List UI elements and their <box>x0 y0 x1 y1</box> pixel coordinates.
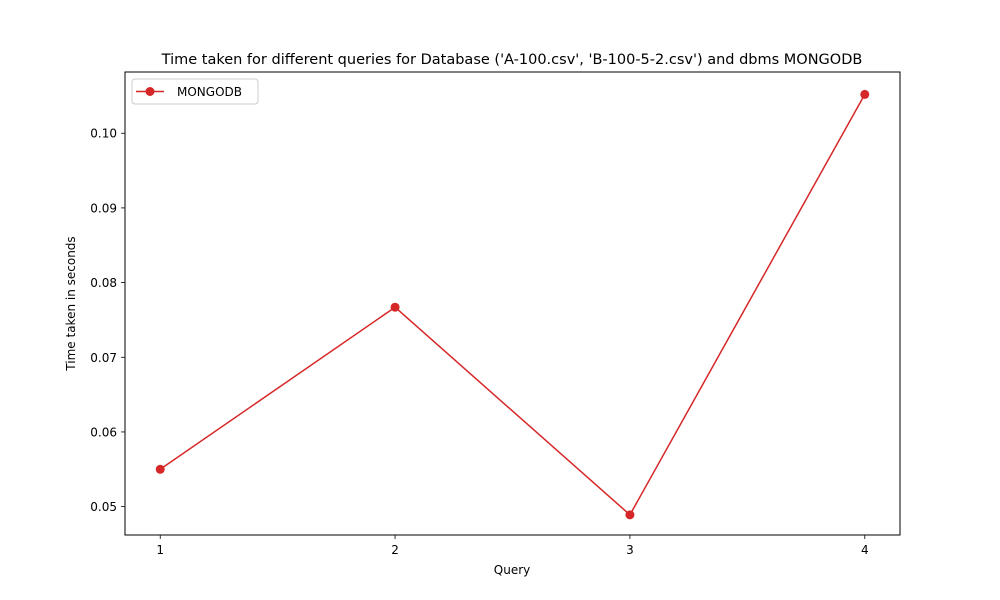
legend: MONGODB <box>131 78 259 105</box>
legend-box <box>131 78 259 105</box>
legend-label: MONGODB <box>177 85 242 99</box>
data-point <box>860 89 870 99</box>
plot-frame <box>124 71 901 536</box>
y-tick-label: 0.08 <box>90 276 117 290</box>
y-tick-label: 0.07 <box>90 351 117 365</box>
x-tick-label: 4 <box>861 543 869 557</box>
chart-title: Time taken for different queries for Dat… <box>161 52 863 68</box>
data-point <box>390 302 400 312</box>
series-lines <box>159 94 866 516</box>
data-point <box>155 464 165 474</box>
y-axis-label: Time taken in seconds <box>64 236 78 371</box>
series-line <box>159 94 866 516</box>
x-tick-label: 2 <box>391 543 399 557</box>
y-tick-label: 0.06 <box>90 425 117 439</box>
x-tick-label: 1 <box>156 543 164 557</box>
x-axis-ticks: 1 2 3 4 <box>156 535 869 557</box>
y-axis-ticks: 0.05 0.06 0.07 0.08 0.09 0.10 <box>90 127 125 514</box>
plot-area <box>124 71 901 536</box>
x-axis-label: Query <box>494 563 530 577</box>
data-point <box>625 510 635 520</box>
legend-marker-swatch <box>145 87 155 96</box>
y-tick-label: 0.05 <box>90 500 117 514</box>
y-tick-label: 0.10 <box>90 127 117 141</box>
y-tick-label: 0.09 <box>90 201 117 215</box>
x-tick-label: 3 <box>626 543 634 557</box>
series-markers <box>155 89 870 520</box>
